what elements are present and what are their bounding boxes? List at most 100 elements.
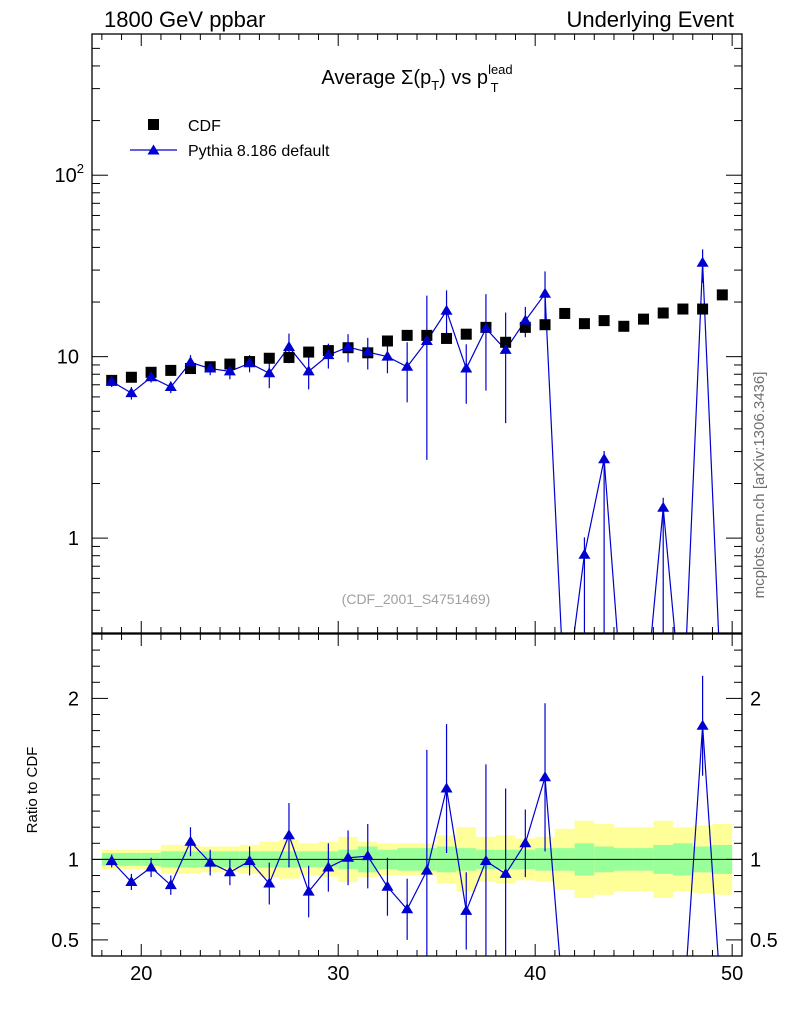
ratio-point <box>361 850 374 861</box>
ratio-point <box>460 904 473 915</box>
legend-pythia-label: Pythia 8.186 default <box>188 143 330 160</box>
cdf-point <box>303 346 315 358</box>
cdf-point <box>263 352 275 364</box>
cdf-point <box>125 371 137 383</box>
pythia-point <box>479 322 492 333</box>
title-sub2: T <box>491 80 499 95</box>
cdf-point <box>224 358 236 370</box>
pythia-point <box>282 341 295 352</box>
ratio-point <box>105 855 118 866</box>
ratio-tick-label-right: 1 <box>750 849 761 871</box>
ratio-tick-label-left: 0.5 <box>51 930 79 952</box>
y-tick-label: 10 <box>57 347 79 369</box>
ratio-point <box>282 829 295 840</box>
analysis-watermark: (CDF_2001_S4751469) <box>342 591 491 607</box>
pythia-point <box>381 350 394 361</box>
cdf-point <box>283 351 295 363</box>
ratio-point <box>420 864 433 875</box>
ratio-point <box>401 903 414 914</box>
pythia-point <box>243 357 256 368</box>
ratio-point <box>578 1006 590 1016</box>
cdf-point <box>598 315 610 327</box>
x-tick-label: 50 <box>721 963 743 985</box>
cdf-point <box>441 332 453 344</box>
cdf-point <box>460 328 472 340</box>
ratio-series <box>105 675 728 1023</box>
pythia-point <box>164 381 177 392</box>
ratio-point <box>263 877 276 888</box>
pythia-point <box>342 341 355 352</box>
legend-pythia-marker <box>147 144 160 155</box>
ratio-point <box>618 1013 630 1023</box>
pythia-point <box>145 371 158 382</box>
pythia-point <box>223 365 236 376</box>
axis-ticks <box>92 33 742 957</box>
pythia-point <box>322 349 335 360</box>
cdf-point <box>677 303 689 315</box>
ratio-ylabel: Ratio to CDF <box>24 747 41 834</box>
pythia-point <box>125 387 138 398</box>
ratio-tick-label-right: 0.5 <box>750 930 778 952</box>
ratio-tick-label-left: 1 <box>68 849 79 871</box>
axis-tick-labels: 20 30 40 50 1 10 102 0.5 0.5 1 1 2 2 <box>51 161 778 985</box>
pythia-point <box>499 343 512 354</box>
side-credit-text: mcplots.cern.ch [arXiv:1306.3436] <box>751 372 768 599</box>
ratio-point <box>696 719 709 730</box>
ratio-point <box>145 861 158 872</box>
pythia-point <box>401 360 414 371</box>
main-series <box>105 249 728 724</box>
ratio-point <box>638 1013 650 1023</box>
ratio-point <box>322 861 335 872</box>
header-left-label: 1800 GeV ppbar <box>104 7 266 32</box>
y-tick-exponent: 2 <box>77 161 84 176</box>
ratio-point <box>677 1013 689 1023</box>
pythia-point <box>716 714 728 724</box>
ratio-tick-label-right: 2 <box>750 688 761 710</box>
pythia-point <box>263 367 276 378</box>
legend-cdf-marker <box>148 119 159 130</box>
cdf-point <box>716 289 728 301</box>
pythia-point <box>204 362 217 373</box>
pythia-point <box>361 346 374 357</box>
ratio-point <box>342 851 355 862</box>
ratio-frame <box>91 633 743 957</box>
pythia-point <box>420 334 433 345</box>
ratio-point <box>440 782 453 793</box>
cdf-point <box>184 363 196 375</box>
pythia-point <box>539 287 552 298</box>
cdf-point <box>165 364 177 376</box>
cdf-point <box>638 313 650 325</box>
ratio-point <box>499 867 512 878</box>
ratio-point <box>302 885 315 896</box>
ratio-point <box>559 1013 571 1023</box>
cdf-point <box>578 318 590 330</box>
pythia-point <box>519 314 532 325</box>
cdf-point <box>618 320 630 332</box>
cdf-point <box>401 329 413 341</box>
title-sup: lead <box>488 62 513 77</box>
legend: CDF Pythia 8.186 default <box>130 118 330 160</box>
pythia-point <box>578 548 591 559</box>
pythia-point <box>440 304 453 315</box>
pythia-point <box>677 714 689 724</box>
chart-title: Average Σ(pT) vs plead T <box>321 62 512 95</box>
pythia-point <box>638 714 650 724</box>
cdf-point <box>697 303 709 315</box>
x-tick-label: 20 <box>130 963 152 985</box>
legend-cdf-label: CDF <box>188 118 221 135</box>
ratio-point <box>184 835 197 846</box>
plot-frames <box>91 33 743 957</box>
pythia-point <box>618 714 630 724</box>
cdf-point <box>539 319 551 331</box>
ratio-point <box>657 1002 669 1012</box>
ratio-point <box>125 875 138 886</box>
cdf-point <box>381 335 393 347</box>
cdf-point <box>657 307 669 319</box>
ratio-point <box>243 855 256 866</box>
ratio-point <box>716 1013 728 1023</box>
pythia-point <box>696 256 709 267</box>
ratio-point <box>598 987 610 997</box>
ratio-point <box>381 880 394 891</box>
pythia-point <box>598 453 611 464</box>
